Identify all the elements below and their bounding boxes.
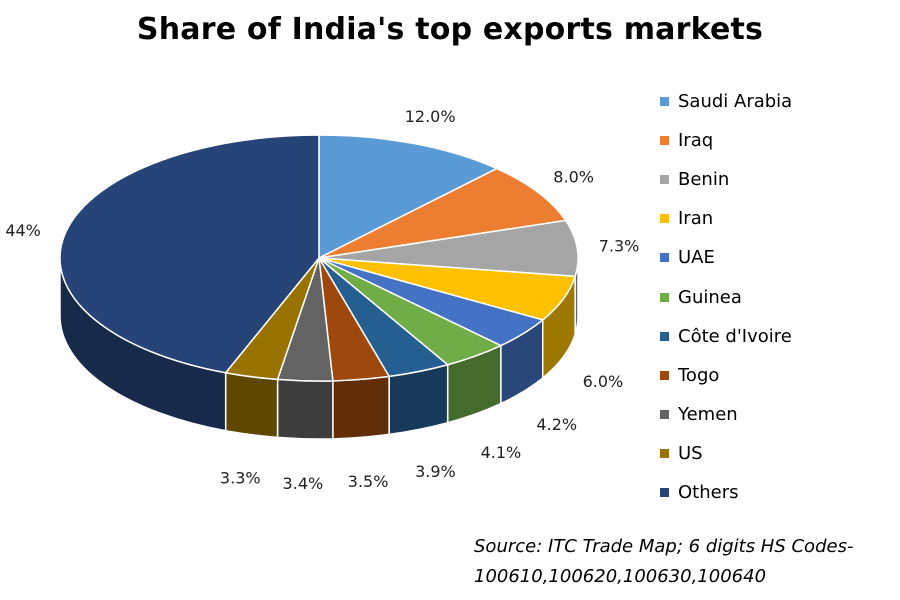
legend-swatch [660, 331, 669, 341]
legend-label: Saudi Arabia [678, 91, 793, 113]
data-label: 3.4% [283, 474, 324, 493]
source-line-2: 100610,100620,100630,100640 [474, 566, 767, 587]
legend-swatch [660, 97, 669, 107]
source-note: Source: ITC Trade Map; 6 digits HS Codes… [474, 532, 853, 592]
pie-slice-side [276, 378, 334, 440]
legend-swatch [660, 175, 669, 185]
legend-swatch [660, 292, 669, 302]
legend-swatch [660, 448, 669, 458]
pie-slice-side [224, 371, 279, 439]
legend-label: UAE [678, 247, 715, 269]
data-labels: 12.0% 8.0% 7.3% 6.0% 4.2% 4.1% 3.9% 3.5% 3.4% 3.3… [5, 107, 639, 493]
legend-item: Côte d'Ivoire [660, 317, 792, 356]
data-label: 3.3% [220, 469, 261, 488]
data-label: 7.3% [599, 237, 640, 256]
legend-swatch [660, 409, 669, 419]
data-label: 44% [5, 221, 41, 240]
legend-swatch [660, 136, 669, 146]
legend-item: Iran [660, 199, 792, 238]
legend-item: Benin [660, 160, 792, 199]
pie-slice [318, 134, 499, 260]
pie-slice [318, 167, 567, 259]
legend-label: Others [678, 481, 739, 503]
legend-label: US [678, 442, 703, 464]
legend-label: Togo [678, 364, 720, 386]
data-label: 8.0% [553, 167, 594, 186]
legend-swatch [660, 214, 669, 224]
legend-label: Iran [678, 208, 714, 230]
legend-label: Côte d'Ivoire [678, 325, 792, 347]
source-line-1: Source: ITC Trade Map; 6 digits HS Codes… [474, 536, 854, 557]
chart-title: Share of India's top exports markets [136, 12, 764, 47]
legend-swatch [660, 370, 669, 380]
pie-slice-side [332, 375, 390, 440]
pie-slice [59, 134, 320, 374]
legend-item: Saudi Arabia [660, 82, 792, 121]
legend-item: Yemen [660, 395, 792, 434]
data-label: 4.1% [481, 443, 522, 462]
legend-label: Guinea [678, 286, 742, 308]
legend-item: Guinea [660, 277, 792, 316]
data-label: 4.2% [536, 415, 577, 434]
pie-tops [59, 134, 579, 382]
data-label: 3.5% [348, 472, 389, 491]
legend-label: Benin [678, 169, 730, 191]
data-label: 6.0% [583, 372, 624, 391]
legend: Saudi Arabia Iraq Benin Iran UAE Guinea … [660, 82, 792, 512]
legend-item: Others [660, 473, 792, 512]
legend-swatch [660, 253, 669, 263]
data-label: 3.9% [415, 462, 456, 481]
legend-item: Iraq [660, 121, 792, 160]
legend-swatch [660, 487, 669, 497]
legend-item: US [660, 434, 792, 473]
legend-label: Iraq [678, 130, 714, 152]
legend-item: Togo [660, 356, 792, 395]
data-label: 12.0% [405, 107, 456, 126]
legend-item: UAE [660, 238, 792, 277]
legend-label: Yemen [678, 403, 738, 425]
